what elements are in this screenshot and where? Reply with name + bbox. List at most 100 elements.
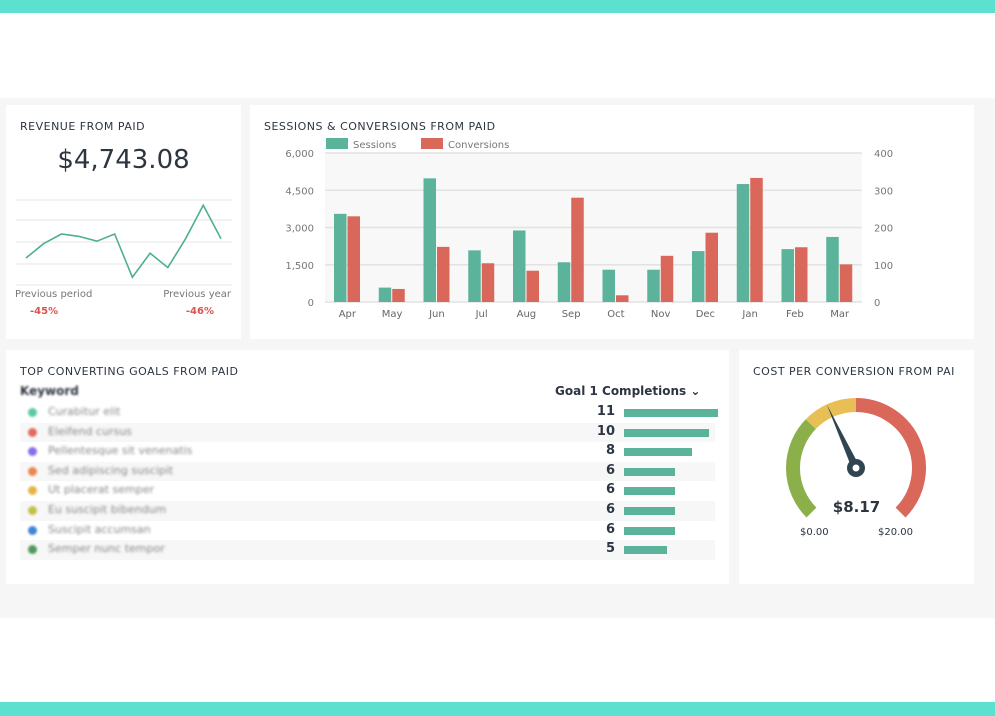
goal-color-dot [28,466,37,476]
goal-bar [624,409,718,417]
goal-count: 6 [605,502,615,517]
sessions-bar [468,250,481,302]
conversions-bar [616,295,629,302]
previous-period-label: Previous period [15,289,93,300]
cost-value: $8.17 [832,498,881,516]
sessions-chart: 0 0 1,500 100 3,000 200 4,500 300 6,000 400 Apr May… [285,138,893,320]
goal-row: Suscipit accumsan 6 [20,521,715,541]
goal-color-dot [28,427,37,437]
x-tick: Sep [562,309,581,320]
metric-dropdown-label: Goal 1 Completions [555,384,687,398]
y-left-tick: 0 [308,298,314,309]
goal-count: 6 [605,521,615,537]
x-tick: Jun [428,309,445,320]
y-right-tick: 400 [874,149,893,160]
sessions-bar [378,287,392,302]
goal-keyword: Eleifend cursus [48,424,132,438]
revenue-card: REVENUE FROM PAID $4,743.08 Previous per… [6,105,241,339]
top-accent-bar [0,0,995,13]
previous-year-label: Previous year [163,289,231,300]
sessions-bar [826,236,839,302]
goal-row: Sed adipiscing suscipit 6 [20,461,715,482]
gauge-mid-segment [805,398,857,430]
previous-year-change: -46% [185,306,214,317]
goal-row: Semper nunc tempor 5 [20,540,715,560]
y-left-tick: 4,500 [285,186,314,197]
goal-row: Pellentesque sit venenatis 8 [20,442,715,462]
sessions-bar [647,269,660,302]
sessions-bar [692,251,705,302]
goal-color-dot [28,545,37,555]
legend-label-sessions: Sessions [353,140,396,151]
gauge-min: $0.00 [800,527,829,538]
goal-row: Eu suscipit bibendum 6 [20,501,715,521]
legend-swatch [421,138,443,149]
goal-keyword: Curabitur elit [48,405,121,418]
goals-title: TOP CONVERTING GOALS FROM PAID [20,365,239,378]
goal-count: 8 [605,443,615,459]
sessions-bar [513,230,526,302]
goal-count: 11 [596,404,615,419]
goal-row: Eleifend cursus 10 [20,422,715,443]
x-tick: Mar [830,309,850,320]
goal-count: 5 [605,541,615,557]
conversions-bar [705,232,718,302]
conversions-bar [392,288,405,302]
sessions-bar [781,249,794,302]
sessions-card: SESSIONS & CONVERSIONS FROM PAID 0 0 1,500… [250,105,974,339]
revenue-title: REVENUE FROM PAID [20,120,146,133]
legend-label-conversions: Conversions [448,140,509,151]
cost-title: COST PER CONVERSION FROM PAI [753,365,955,378]
sessions-bar [557,262,571,302]
y-right-tick: 100 [874,261,893,272]
goal-keyword: Eu suscipit bibendum [48,503,167,516]
legend-swatch [326,138,348,149]
goal-keyword: Sed adipiscing suscipit [48,463,174,477]
goal-bar [624,507,676,515]
goal-keyword: Ut placerat semper [48,483,155,497]
goal-bar [624,526,676,535]
conversions-bar [750,177,763,302]
x-tick: Feb [786,309,804,320]
y-right-tick: 0 [874,298,880,309]
x-tick: Jul [475,309,488,320]
x-tick: Apr [339,309,357,320]
bottom-accent-bar [0,702,995,716]
sparkline-line [25,203,222,279]
x-tick: Nov [651,309,671,320]
gauge-low-segment [786,419,817,518]
goal-bar [624,448,693,457]
goal-color-dot [28,447,37,457]
sessions-bar [602,269,615,302]
revenue-sparkline [16,199,232,286]
goal-row: Curabitur elit 11 [20,403,718,423]
goal-keyword: Semper nunc tempor [48,542,165,556]
goal-bar [624,428,710,437]
x-tick: May [382,309,403,320]
conversions-bar [839,264,853,302]
goal-color-dot [28,486,37,496]
y-left-tick: 3,000 [285,224,314,235]
goal-keyword: Pellentesque sit venenatis [48,444,193,458]
x-tick: Oct [607,309,624,320]
x-tick: Jan [741,309,757,320]
x-tick: Aug [517,309,537,320]
previous-period-change: -45% [30,306,59,317]
conversions-bar [481,263,495,302]
gauge-needle [826,404,860,470]
conversions-bar [795,247,808,302]
goal-color-dot [28,408,37,417]
chevron-down-icon: ⌄ [690,384,701,398]
gauge-max: $20.00 [878,527,913,538]
goal-bar [624,487,676,496]
revenue-value: $4,743.08 [57,145,190,175]
y-right-tick: 200 [874,224,893,235]
goal-color-dot [28,525,37,535]
goal-bar [624,467,676,476]
metric-dropdown[interactable]: Goal 1 Completions ⌄ [555,384,700,398]
y-left-tick: 6,000 [285,149,314,160]
conversions-bar [660,255,674,302]
conversions-bar [571,197,584,302]
goal-row: Ut placerat semper 6 [20,481,715,501]
goal-count: 10 [596,423,615,439]
